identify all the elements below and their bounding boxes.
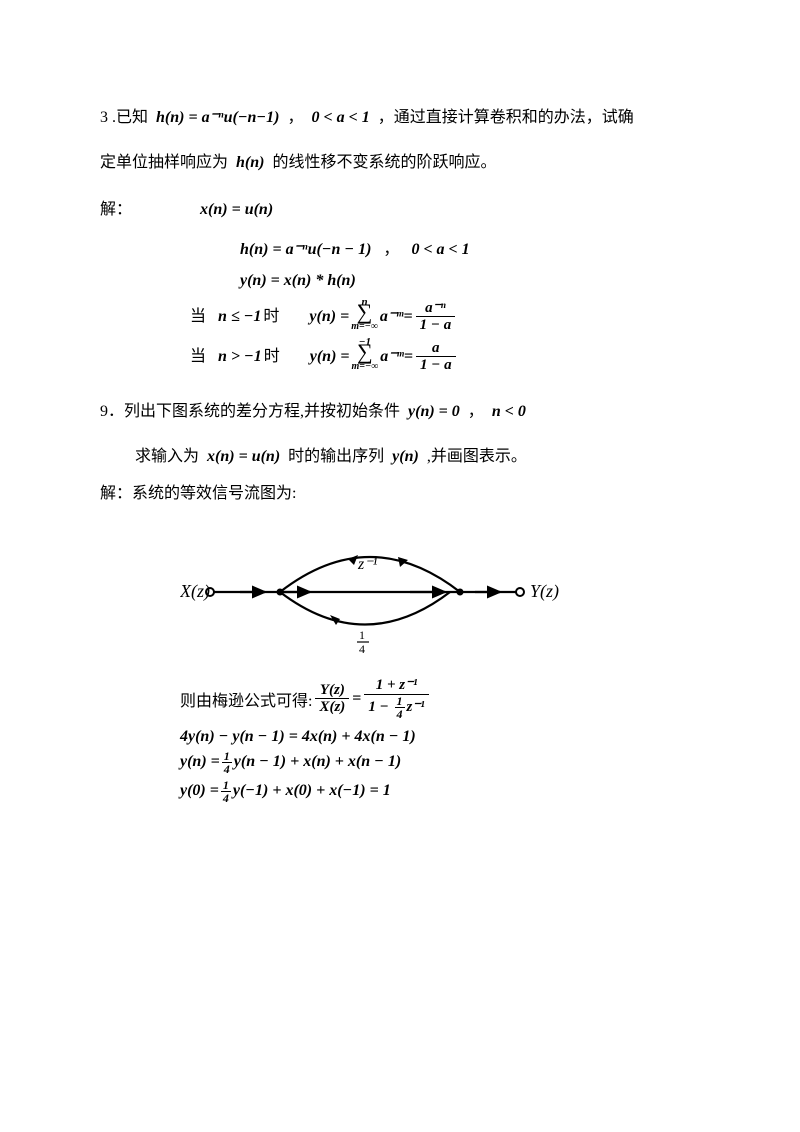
s9-eq3: y(0) = 1 4 y(−1) + x(0) + x(−1) = 1 [180, 779, 700, 804]
s3-c1-fd: 1 − a [416, 317, 456, 334]
s3-c1-m: n ≤ −1 [218, 304, 261, 330]
s3-c2-m: n > −1 [218, 344, 262, 370]
p9-sep: ， [468, 403, 484, 420]
diagram-bottom-den: 4 [359, 642, 365, 656]
eq2fd: 4 [222, 763, 232, 775]
s3-label: 解： [100, 201, 132, 218]
m-rhs-da: 1 − [368, 699, 392, 715]
s3-cond1: 当 n ≤ −1 时 y(n) = n ∑ m=−∞ a⁻ᵐ = a⁻ⁿ 1 −… [190, 300, 700, 334]
s3-cond2: 当 n > −1 时 y(n) = −1 ∑ m=−∞ a⁻ᵐ = a 1 − … [190, 340, 700, 374]
s3-c2-fd: 1 − a [416, 357, 456, 374]
mason-line: 则由梅逊公式可得: Y(z) X(z) = 1 + z⁻¹ 1 − 14z⁻¹ [180, 677, 700, 720]
s3-c2-sl: m=−∞ [352, 362, 379, 372]
diagram-left-label: X(z) [180, 581, 210, 602]
p3-text2c: 的线性移不变系统的阶跃响应。 [272, 154, 496, 171]
eq3b: y(−1) + x(0) + x(−1) = 1 [233, 782, 391, 800]
p3-text2: 定单位抽样响应为 [100, 154, 228, 171]
sigma-icon: ∑ [352, 342, 379, 362]
s3-label-line: 解： x(n) = u(n) [100, 192, 700, 229]
p3-range: 0 < a < 1 [307, 100, 373, 137]
p9-cond: n < 0 [488, 394, 530, 431]
m-lhs-n: Y(z) [315, 682, 349, 700]
s3-c2-lab: 当 [190, 344, 206, 370]
s3-c1-frac: a⁻ⁿ 1 − a [416, 300, 456, 334]
p3-sep1: ， [287, 109, 303, 126]
s3-line1: x(n) = u(n) [196, 192, 277, 229]
sigma-icon: ∑ [351, 302, 378, 322]
solution3: 解： x(n) = u(n) h(n) = a⁻ⁿu(−n − 1) ， 0 <… [100, 192, 700, 374]
eq3fn: 1 [221, 779, 231, 792]
m-rhs-d: 1 − 14z⁻¹ [364, 695, 428, 720]
mason-lhs: Y(z) X(z) [315, 682, 349, 716]
diagram-bottom-num: 1 [359, 628, 365, 642]
s9-eq2: y(n) = 1 4 y(n − 1) + x(n) + x(n − 1) [180, 750, 700, 775]
m-rhs-dfrac: 14 [395, 695, 405, 720]
s3-line2: h(n) = a⁻ⁿu(−n − 1) ， 0 < a < 1 [240, 237, 700, 263]
eq2a: y(n) = [180, 753, 220, 771]
s3-l2b: ， [383, 241, 399, 258]
eq2-frac: 1 4 [222, 750, 232, 775]
s9-eq1: 4y(n) − y(n − 1) = 4x(n) + 4x(n − 1) [180, 728, 700, 746]
p3-formula2: h(n) [232, 145, 268, 182]
s3-c1-eq: y(n) = [309, 304, 349, 330]
s3-c1-lab2: 时 [263, 304, 279, 330]
s3-c1-fn: a⁻ⁿ [416, 300, 456, 318]
s3-c2-fn: a [416, 340, 456, 358]
s3-c1-feq: = [404, 304, 413, 330]
p9-label: 9．列出下图系统的差分方程,并按初始条件 [100, 403, 400, 420]
problem3-line2: 定单位抽样响应为 h(n) 的线性移不变系统的阶跃响应。 [100, 145, 700, 182]
s3-c1-sl: m=−∞ [351, 322, 378, 332]
eq3a: y(0) = [180, 782, 219, 800]
eq2b: y(n − 1) + x(n) + x(n − 1) [234, 753, 401, 771]
m-rd-fn: 1 [395, 695, 405, 708]
s3-c2-lab2: 时 [264, 344, 280, 370]
s3-c2-eq: y(n) = [310, 344, 350, 370]
problem9-line1: 9．列出下图系统的差分方程,并按初始条件 y(n) = 0 ， n < 0 [100, 394, 700, 431]
s9-label: 解：系统的等效信号流图为: [100, 476, 700, 513]
p3-label: 3 .已知 [100, 109, 148, 126]
s3-c2-feq: = [404, 344, 413, 370]
p3-formula1: h(n) = a⁻ⁿu(−n−1) [152, 100, 283, 137]
s3-c2-frac: a 1 − a [416, 340, 456, 374]
m-lhs-d: X(z) [315, 699, 349, 716]
m-rhs-n: 1 + z⁻¹ [364, 677, 428, 695]
p9-l2f: x(n) = u(n) [203, 439, 284, 476]
s3-c1-sb: a⁻ᵐ [380, 304, 404, 330]
mason-label: 则由梅逊公式可得: [180, 687, 312, 711]
s3-c2-sb: a⁻ᵐ [380, 344, 404, 370]
problem9-line2: 求输入为 x(n) = u(n) 时的输出序列 y(n) ,并画图表示。 [135, 439, 700, 476]
s3-c1-sum: n ∑ m=−∞ [351, 302, 378, 332]
m-rd-fd: 4 [395, 708, 405, 720]
p9-l2a: 求输入为 [135, 448, 199, 465]
diagram-right-label: Y(z) [530, 581, 559, 602]
p9-l2c: ,并画图表示。 [427, 448, 527, 465]
eq3fd: 4 [221, 792, 231, 804]
s3-l2c: 0 < a < 1 [411, 241, 469, 258]
m-rhs-db: z⁻¹ [407, 699, 425, 715]
p9-l2b: 时的输出序列 [288, 448, 384, 465]
p9-f1: y(n) = 0 [404, 394, 464, 431]
s3-c2-sum: −1 ∑ m=−∞ [352, 342, 379, 372]
p3-text1c: ，通过直接计算卷积和的办法，试确 [378, 109, 634, 126]
m-eq: = [352, 690, 361, 708]
diagram-top-label: z⁻¹ [357, 556, 378, 573]
signal-flow-diagram: X(z) Y(z) z⁻¹ 1 4 [180, 527, 700, 662]
p9-l2f2: y(n) [388, 439, 423, 476]
s3-c1-lab: 当 [190, 304, 206, 330]
problem3-line1: 3 .已知 h(n) = a⁻ⁿu(−n−1) ， 0 < a < 1 ，通过直… [100, 100, 700, 137]
eq2fn: 1 [222, 750, 232, 763]
s3-l2a: h(n) = a⁻ⁿu(−n − 1) [240, 241, 371, 258]
mason-rhs: 1 + z⁻¹ 1 − 14z⁻¹ [364, 677, 428, 720]
s3-line3: y(n) = x(n) * h(n) [240, 268, 700, 294]
eq3-frac: 1 4 [221, 779, 231, 804]
